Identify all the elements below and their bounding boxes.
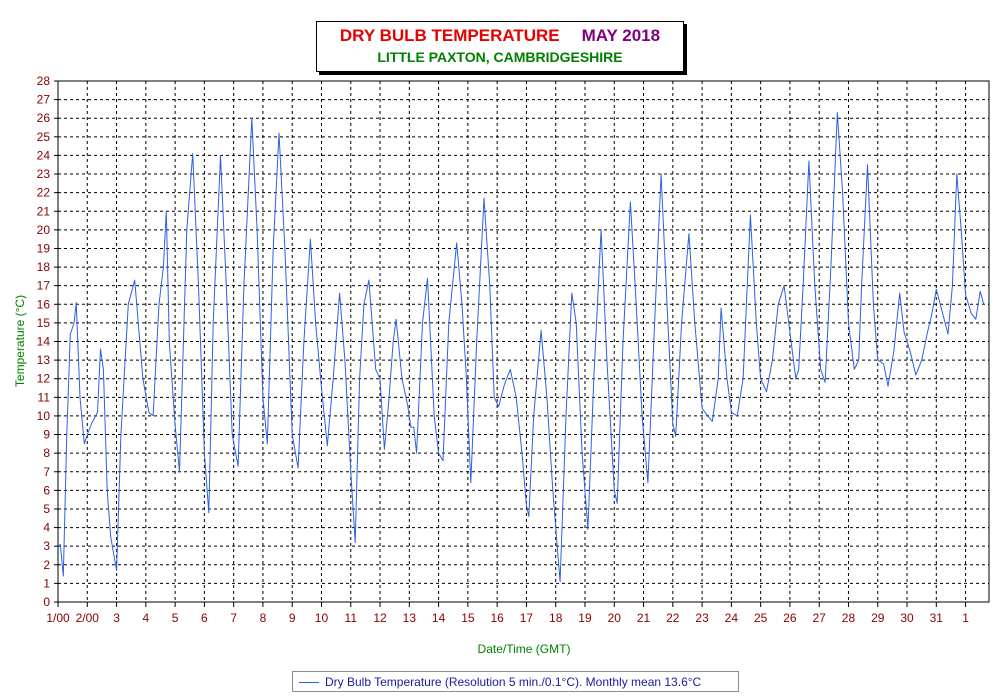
y-tick-label: 23	[37, 167, 51, 181]
x-tick-label: 18	[549, 611, 563, 625]
x-tick-label: 28	[842, 611, 856, 625]
x-tick-label: 22	[666, 611, 680, 625]
x-tick-label: 1/00	[46, 611, 70, 625]
x-tick-label: 10	[315, 611, 329, 625]
y-tick-label: 10	[37, 409, 51, 423]
x-tick-label: 26	[783, 611, 797, 625]
x-tick-label: 25	[754, 611, 768, 625]
y-tick-label: 18	[37, 260, 51, 274]
x-tick-label: 3	[113, 611, 120, 625]
chart-title-month: MAY 2018	[581, 26, 661, 45]
y-tick-label: 3	[43, 539, 50, 553]
x-tick-label: 11	[345, 611, 358, 625]
x-tick-label: 24	[725, 611, 739, 625]
x-tick-label: 16	[490, 611, 504, 625]
y-tick-label: 15	[37, 316, 51, 330]
y-tick-label: 20	[37, 223, 51, 237]
y-tick-label: 1	[43, 576, 50, 590]
chart-subtitle: LITTLE PAXTON, CAMBRIDGESHIRE	[377, 49, 623, 65]
x-tick-label: 4	[142, 611, 149, 625]
x-axis-title: Date/Time (GMT)	[478, 642, 571, 656]
x-tick-label: 12	[373, 611, 387, 625]
chart-title-line: DRY BULB TEMPERATURE MAY 2018	[317, 26, 683, 46]
x-tick-label: 27	[813, 611, 827, 625]
y-tick-label: 24	[37, 148, 51, 162]
legend-label: Dry Bulb Temperature (Resolution 5 min./…	[325, 675, 702, 689]
y-tick-label: 13	[37, 353, 51, 367]
y-tick-label: 17	[37, 279, 51, 293]
legend: Dry Bulb Temperature (Resolution 5 min./…	[292, 671, 739, 692]
y-tick-label: 5	[43, 502, 50, 516]
y-tick-label: 7	[43, 465, 50, 479]
y-tick-label: 2	[43, 558, 50, 572]
x-tick-label: 31	[930, 611, 944, 625]
x-tick-label: 5	[172, 611, 179, 625]
y-tick-label: 16	[37, 297, 51, 311]
y-tick-label: 11	[38, 390, 51, 404]
y-tick-label: 12	[37, 372, 51, 386]
y-tick-label: 27	[37, 93, 51, 107]
series-layer	[57, 112, 985, 582]
y-tick-label: 19	[37, 241, 51, 255]
y-tick-label: 22	[37, 186, 51, 200]
x-tick-label: 19	[578, 611, 592, 625]
y-tick-label: 25	[37, 130, 51, 144]
legend-swatch	[299, 682, 319, 683]
x-tick-label: 13	[403, 611, 417, 625]
x-tick-label: 8	[260, 611, 267, 625]
x-tick-label: 6	[201, 611, 208, 625]
x-tick-label: 2/00	[76, 611, 100, 625]
axis-ticks: 0123456789101112131415161718192021222324…	[37, 74, 970, 625]
x-tick-label: 20	[608, 611, 622, 625]
chart-title: DRY BULB TEMPERATURE	[339, 26, 560, 45]
x-tick-label: 15	[461, 611, 475, 625]
x-tick-label: 23	[695, 611, 709, 625]
y-tick-label: 21	[37, 204, 51, 218]
y-tick-label: 8	[43, 446, 50, 460]
series-line-dry-bulb-temperature	[57, 112, 985, 582]
y-tick-label: 6	[43, 483, 50, 497]
x-tick-label: 17	[520, 611, 534, 625]
x-tick-label: 30	[900, 611, 914, 625]
chart-title-box: DRY BULB TEMPERATURE MAY 2018 LITTLE PAXT…	[316, 21, 684, 72]
y-tick-label: 28	[37, 74, 51, 88]
y-tick-label: 9	[43, 428, 50, 442]
y-tick-label: 4	[43, 521, 50, 535]
x-tick-label: 21	[637, 611, 651, 625]
y-tick-label: 26	[37, 111, 51, 125]
x-tick-label: 7	[230, 611, 237, 625]
y-tick-label: 0	[43, 595, 50, 609]
x-tick-label: 29	[871, 611, 885, 625]
y-tick-label: 14	[37, 335, 51, 349]
y-axis-title: Temperature (°C)	[13, 295, 27, 387]
x-tick-label: 9	[289, 611, 296, 625]
x-tick-label: 14	[432, 611, 446, 625]
x-tick-label: 1	[962, 611, 969, 625]
grid-lines	[58, 81, 989, 602]
